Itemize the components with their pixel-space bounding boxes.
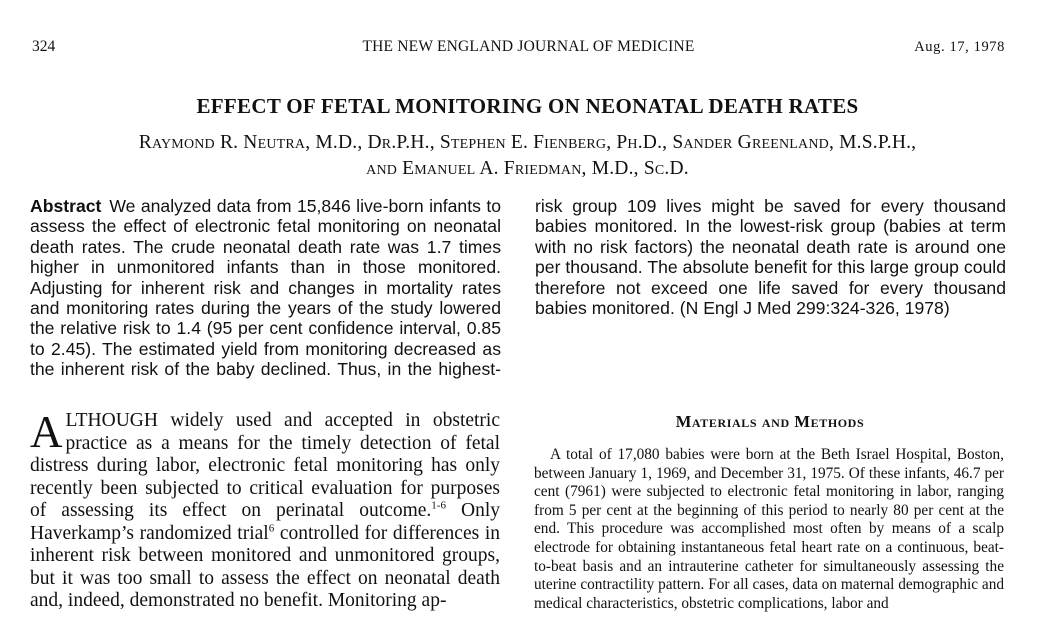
intro-text-3: controlled for differences in inherent r…: [30, 522, 500, 612]
journal-name: THE NEW ENGLAND JOURNAL OF MEDICINE: [362, 38, 695, 55]
issue-date: Aug. 17, 1978: [914, 39, 1005, 55]
abstract-text: We analyzed data from 15,846 live-born i…: [30, 196, 1006, 380]
reference-superscript: 6: [268, 522, 275, 534]
methods-paragraph: A total of 17,080 babies were born at th…: [534, 446, 1004, 612]
introduction-paragraph: A LTHOUGH widely used and accepted in obs…: [30, 410, 500, 635]
page-number: 324: [32, 38, 56, 55]
reference-superscript: 1-6: [431, 499, 446, 512]
running-head: 324 THE NEW ENGLAND JOURNAL OF MEDICINE …: [32, 37, 1005, 57]
article-title: EFFECT OF FETAL MONITORING ON NEONATAL D…: [196, 94, 859, 118]
drop-cap: A: [30, 410, 63, 457]
section-heading-methods: Materials and Methods: [675, 412, 865, 431]
abstract: Abstract We analyzed data from 15,846 liv…: [30, 196, 1006, 386]
intro-text-2: Only Haverkamp’s randomized trial: [30, 500, 500, 544]
abstract-label: Abstract: [30, 196, 102, 216]
intro-text-1: LTHOUGH widely used and accepted in obst…: [30, 410, 500, 521]
author-list: Raymond R. Neutra, M.D., Dr.P.H., Stephe…: [0, 130, 1055, 182]
author-line-2: and Emanuel A. Friedman, M.D., Sc.D.: [366, 158, 689, 179]
author-line-1: Raymond R. Neutra, M.D., Dr.P.H., Stephe…: [138, 132, 917, 153]
